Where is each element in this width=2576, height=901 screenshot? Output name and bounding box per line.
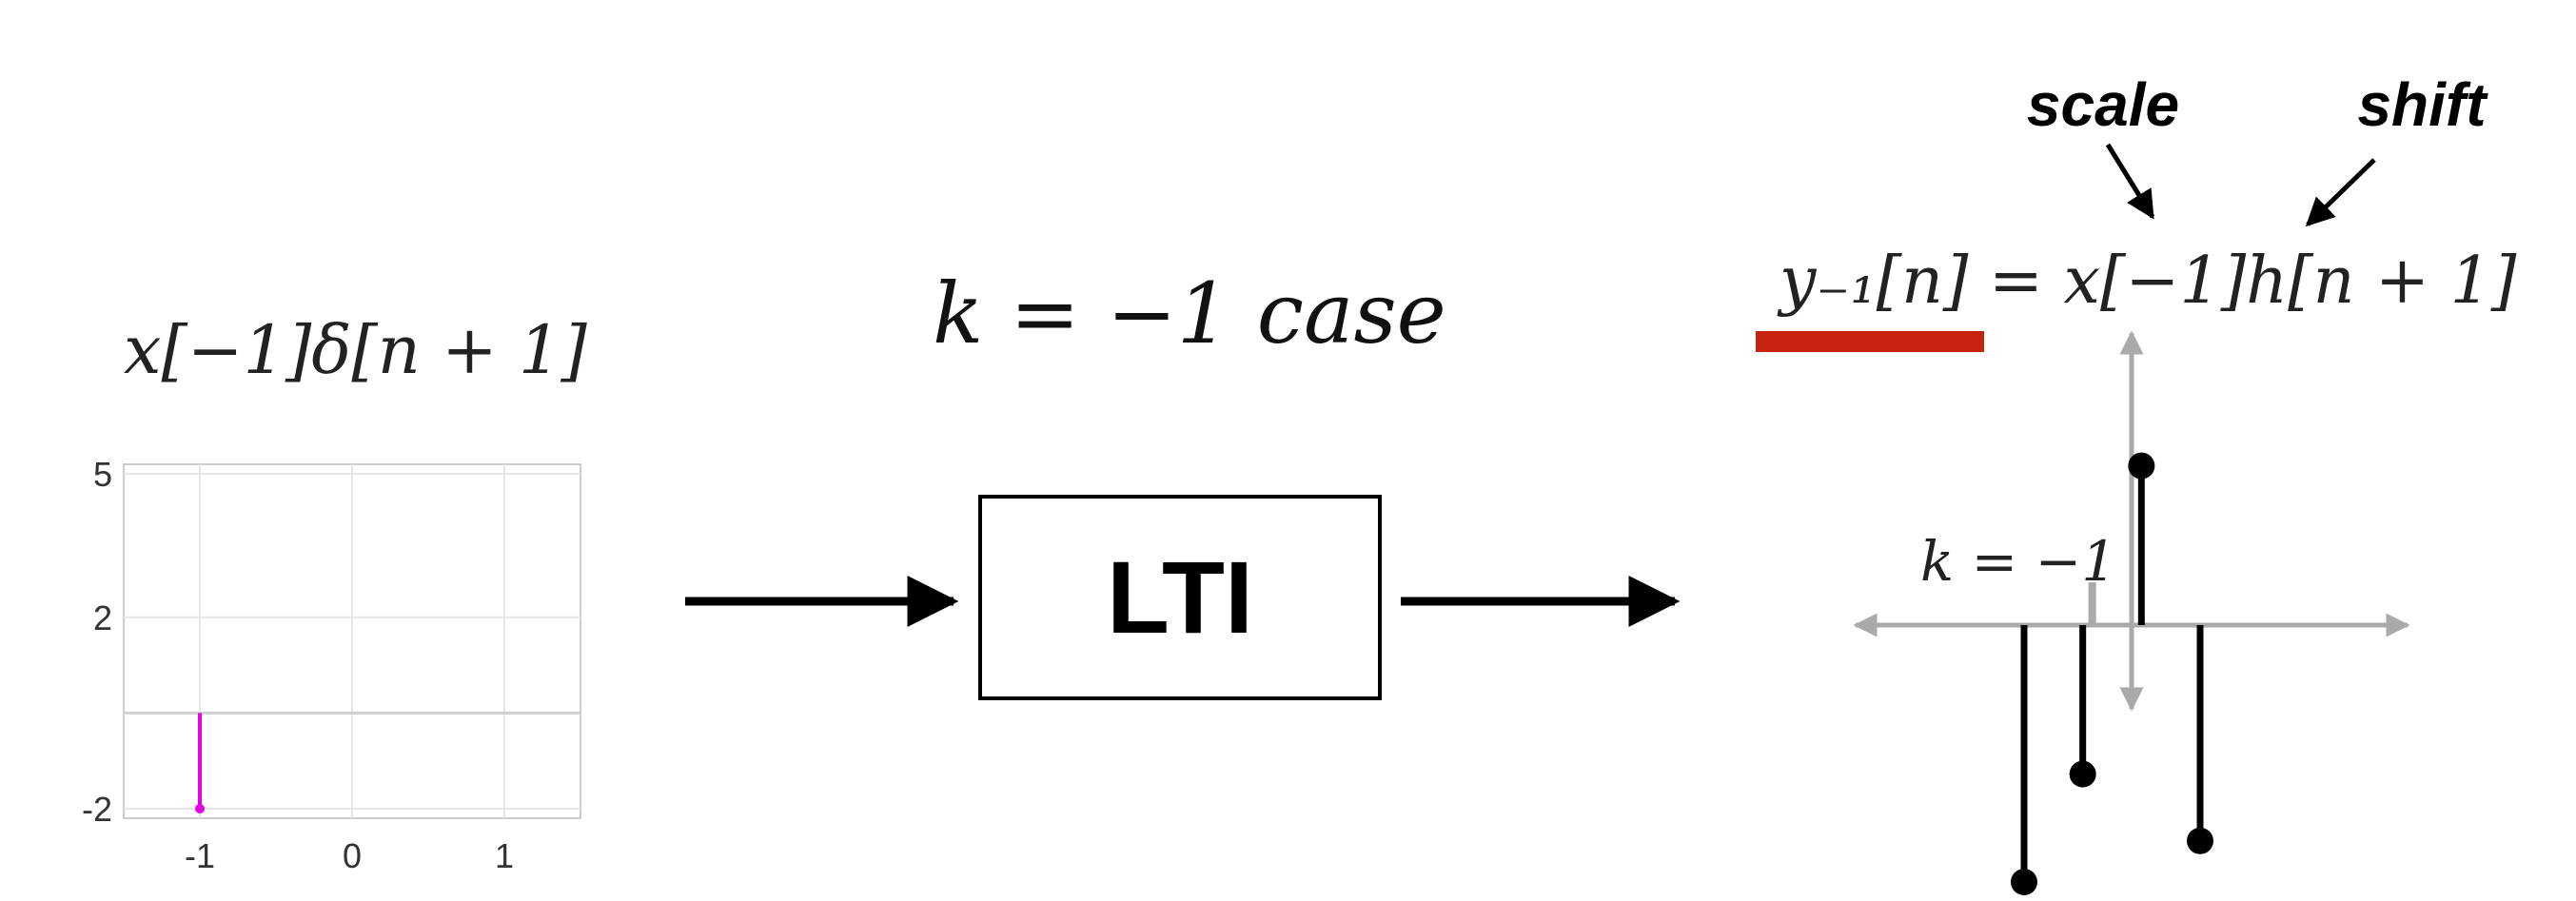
lti-label: LTI [1107, 539, 1253, 655]
output-stem-plot [1853, 330, 2410, 895]
shift-pointer-arrow [2305, 158, 2376, 227]
highlight-bar [1756, 331, 1984, 352]
x-tick-label: 1 [495, 836, 514, 875]
output-stem-marker [2128, 452, 2155, 480]
output-stem-marker [2011, 869, 2037, 895]
y-tick-label: -2 [82, 790, 112, 829]
x-tick-label: -1 [185, 836, 215, 875]
output-stem-marker [2069, 760, 2096, 788]
k-label: k = −1 [1920, 529, 2116, 594]
case-label: k = −1 case [933, 264, 1446, 362]
y-tick-label: 5 [93, 455, 112, 494]
x-tick-label: 0 [343, 836, 362, 875]
lti-box [978, 495, 1382, 700]
stem-marker [195, 803, 205, 813]
scale-pointer-arrow [2105, 143, 2155, 220]
annotation-scale: scale [2027, 70, 2179, 139]
annotation-shift: shift [2357, 70, 2488, 139]
input-formula: x[−1]δ[n + 1] [124, 311, 588, 389]
output-stem-marker [2187, 827, 2213, 854]
output-equation: y₋₁[n] = x[−1]h[n + 1] [1777, 244, 2517, 319]
y-tick-label: 2 [93, 598, 112, 637]
input-stem-chart: -1 0 1 5 2 -2 [82, 455, 581, 875]
